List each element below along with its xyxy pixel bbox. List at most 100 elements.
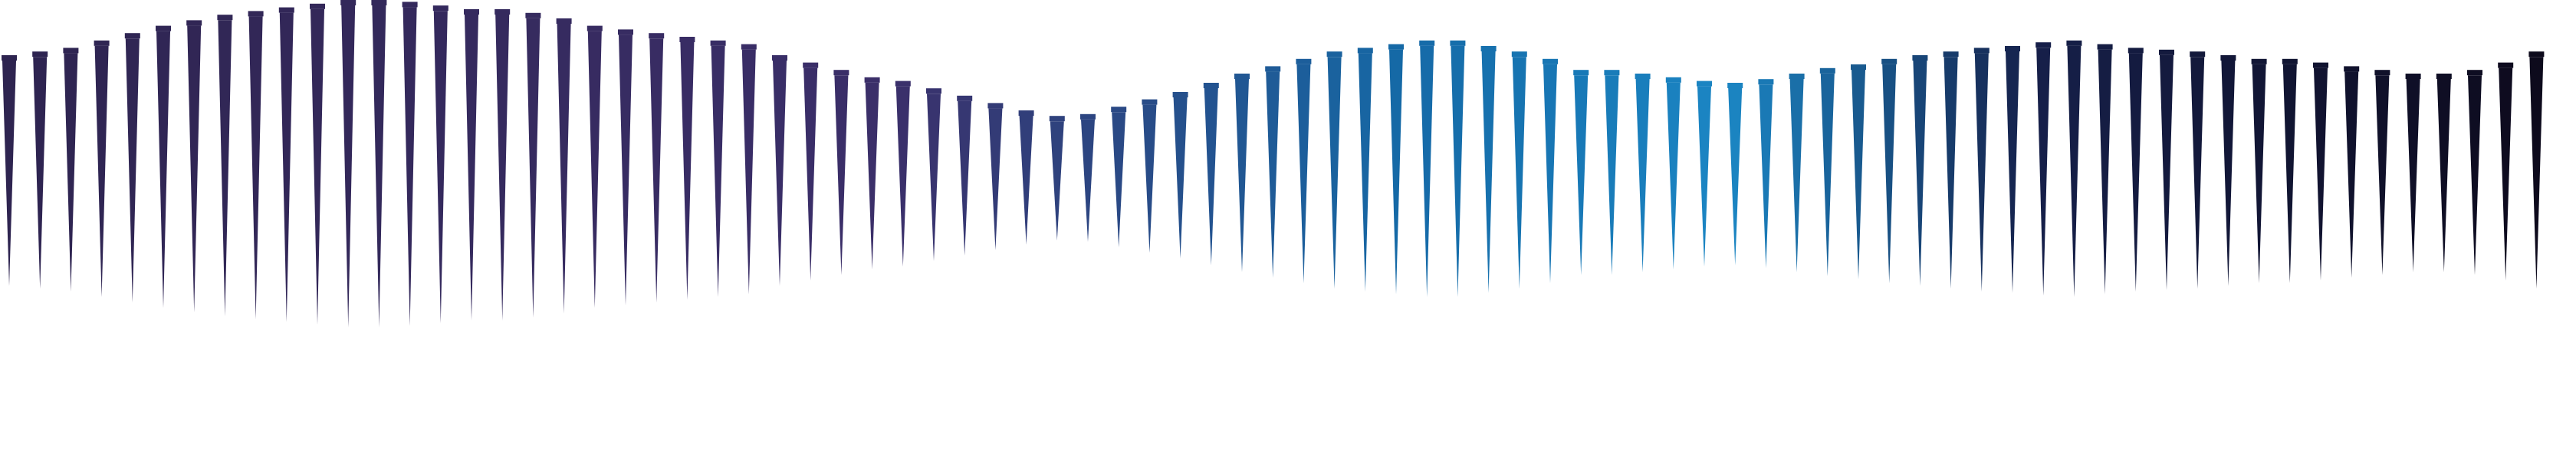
- spike-cap: [1543, 58, 1558, 64]
- spike-blade: [1697, 86, 1711, 267]
- spike-cap: [2036, 42, 2052, 48]
- spike-cap: [1357, 48, 1373, 54]
- wave-spike: [432, 5, 449, 324]
- wave-spike: [2374, 70, 2390, 275]
- spike-blade: [1512, 57, 1526, 289]
- wave-spike: [772, 55, 787, 286]
- spike-blade: [834, 75, 849, 275]
- wave-spike: [1480, 46, 1497, 293]
- spike-blade: [1759, 84, 1773, 268]
- spike-blade: [1358, 53, 1372, 292]
- spike-blade: [2344, 71, 2359, 278]
- spike-cap: [2128, 48, 2144, 54]
- wave-spike: [987, 103, 1004, 251]
- wave-spike: [217, 15, 233, 317]
- spike-blade: [2006, 51, 2019, 293]
- spike-cap: [464, 9, 479, 15]
- wave-spike: [833, 70, 849, 275]
- wave-spike: [464, 9, 479, 320]
- spike-blade: [94, 45, 109, 297]
- spike-blade: [1728, 88, 1743, 265]
- wave-spike: [1604, 70, 1620, 275]
- spike-cap: [156, 25, 171, 31]
- wave-spike: [864, 77, 880, 270]
- wave-spike: [495, 9, 511, 320]
- wave-spike: [741, 44, 757, 294]
- spike-cap: [679, 37, 695, 42]
- spike-blade: [465, 15, 478, 320]
- spike-blade: [773, 61, 787, 286]
- spike-cap: [1697, 80, 1712, 87]
- spike-blade: [2468, 75, 2482, 275]
- spike-cap: [1758, 79, 1774, 85]
- spike-cap: [310, 3, 325, 9]
- spike-cap: [1111, 107, 1127, 113]
- spike-cap: [833, 70, 849, 76]
- wave-spike: [94, 40, 110, 297]
- wave-spike: [2097, 44, 2113, 294]
- spike-blade: [495, 15, 510, 320]
- spike-cap: [895, 80, 911, 87]
- spike-blade: [1666, 82, 1681, 270]
- spike-cap: [2344, 66, 2360, 72]
- spike-blade: [557, 24, 571, 314]
- spike-cap: [1943, 51, 1959, 58]
- spike-blade: [1574, 75, 1589, 275]
- wave-spike: [1326, 51, 1342, 289]
- spike-blade: [64, 53, 78, 292]
- wave-spike: [248, 11, 264, 320]
- spike-blade: [33, 57, 48, 289]
- spike-cap: [2313, 62, 2328, 68]
- spike-cap: [495, 9, 511, 15]
- spike-blade: [125, 38, 140, 303]
- wave-spike: [2159, 49, 2174, 291]
- spike-cap: [2, 55, 17, 61]
- spike-blade: [587, 31, 602, 308]
- wave-spike: [2498, 62, 2514, 281]
- spike-blade: [341, 5, 356, 327]
- spike-blade: [1852, 70, 1865, 279]
- spike-blade: [2190, 57, 2205, 289]
- wave-spike: [525, 12, 541, 318]
- wave-spike: [186, 20, 202, 313]
- spike-blade: [649, 38, 664, 303]
- spike-blade: [927, 94, 941, 261]
- spike-cap: [1172, 92, 1188, 97]
- spike-cap: [340, 0, 356, 5]
- spike-cap: [1851, 64, 1866, 70]
- spike-cap: [556, 18, 572, 24]
- spike-blade: [2160, 54, 2174, 291]
- wave-spike: [1819, 67, 1835, 277]
- wave-spike: [1203, 83, 1219, 265]
- wave-spike: [618, 29, 633, 306]
- spike-cap: [1049, 116, 1065, 122]
- spike-cap: [2097, 44, 2113, 50]
- spike-cap: [1912, 55, 1928, 61]
- spike-cap: [618, 29, 633, 35]
- spike-cap: [1018, 110, 1034, 116]
- spike-blade: [248, 16, 263, 320]
- wave-spike: [1080, 113, 1096, 242]
- wave-spike: [1697, 80, 1712, 267]
- spike-blade: [2375, 75, 2390, 275]
- wave-spike: [1296, 58, 1312, 284]
- spike-blade: [187, 25, 202, 313]
- spike-cap: [1234, 74, 1250, 79]
- spike-cap: [371, 0, 387, 5]
- spike-blade: [218, 20, 232, 317]
- spike-blade: [310, 8, 324, 325]
- spike-blade: [1204, 88, 1218, 265]
- spike-blade: [2282, 64, 2297, 284]
- spike-cap: [1635, 74, 1651, 79]
- wave-spike: [1142, 99, 1158, 253]
- spike-cap: [124, 33, 140, 39]
- spike-blade: [1235, 79, 1249, 272]
- spike-cap: [1881, 58, 1898, 64]
- spike-blade: [1327, 57, 1342, 289]
- wave-spike: [679, 37, 695, 300]
- wave-spike: [1357, 48, 1373, 292]
- wave-spike: [1943, 51, 1959, 289]
- wave-spike: [803, 62, 819, 281]
- spike-blade: [958, 100, 972, 256]
- wave-spike: [1234, 74, 1250, 272]
